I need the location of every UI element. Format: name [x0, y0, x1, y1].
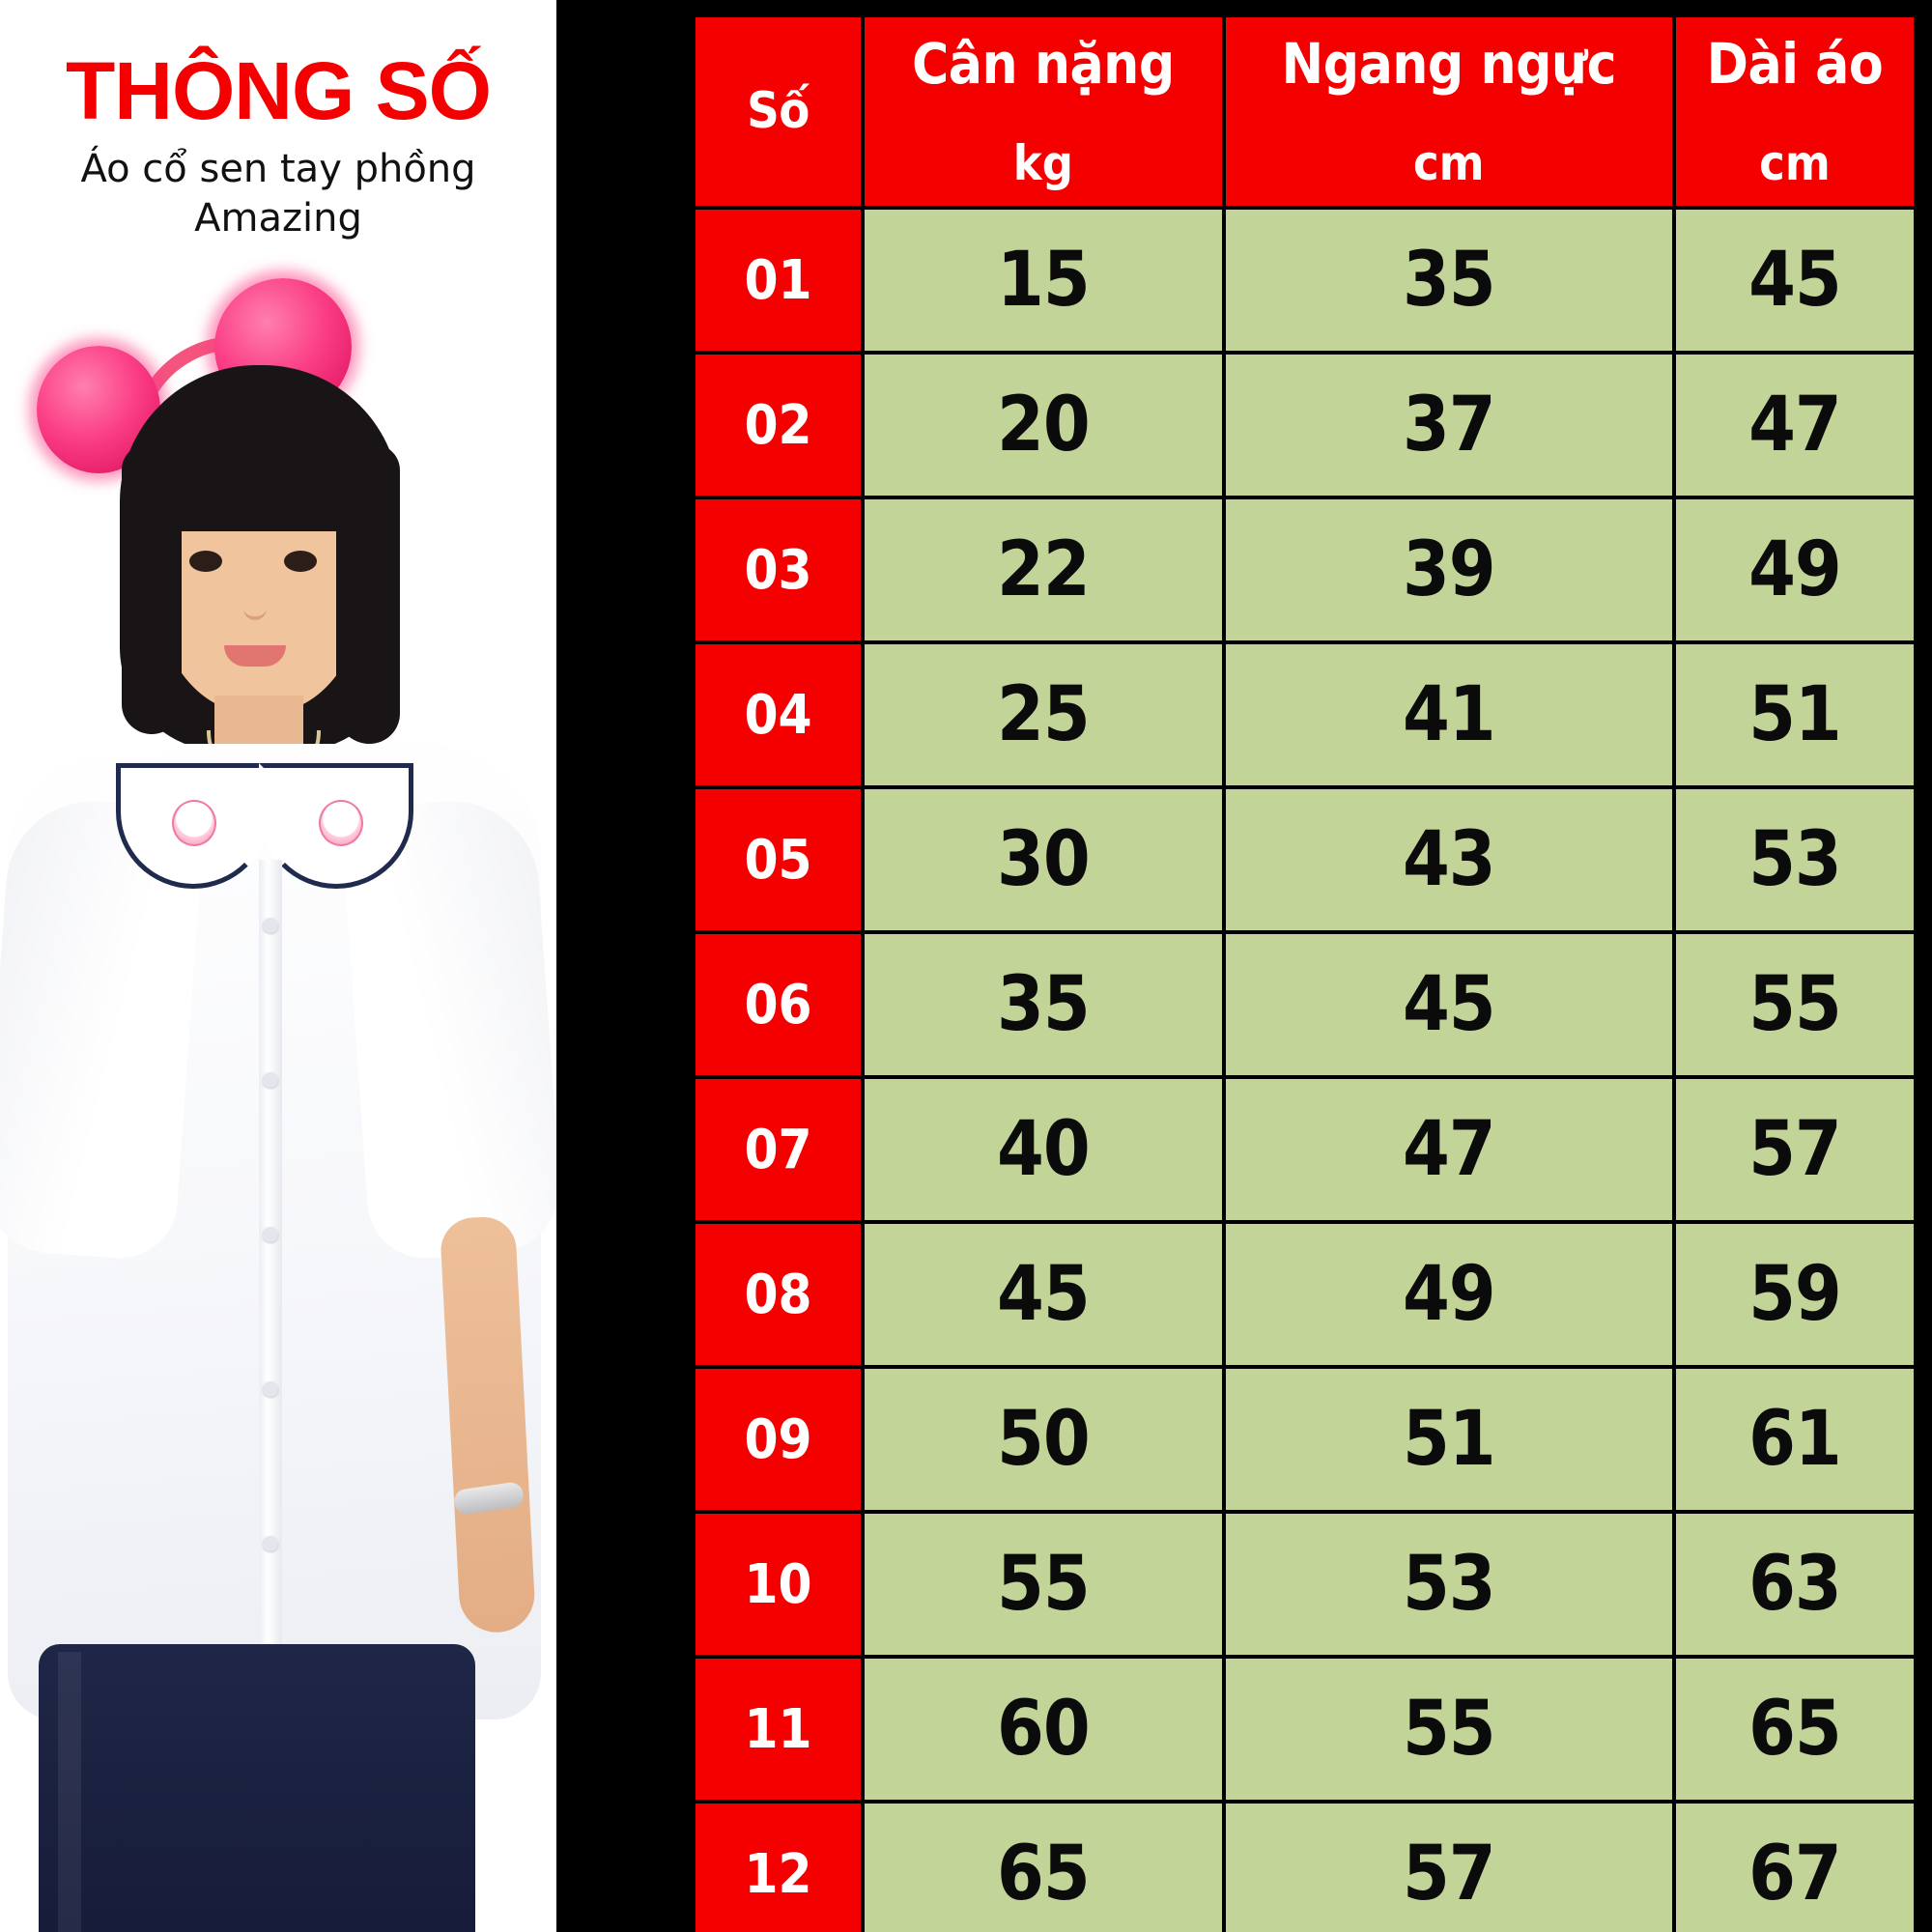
column-header-length-unit: cm	[1759, 134, 1831, 191]
title-block: THÔNG SỐ Áo cổ sen tay phồng Amazing	[0, 50, 556, 243]
row-number-cell: 12	[696, 1804, 861, 1932]
column-header-weight: Cân nặng kg	[865, 17, 1222, 206]
column-header-chest-unit: cm	[1413, 134, 1485, 191]
table-head: Số Cân nặng kg Ngang ngực cm Dài áo cm	[696, 17, 1914, 206]
row-number-cell: 04	[696, 644, 861, 785]
weight-cell: 15	[865, 210, 1222, 351]
size-table: Số Cân nặng kg Ngang ngực cm Dài áo cm 0	[692, 14, 1918, 1932]
length-cell: 65	[1675, 1659, 1914, 1800]
bunny-embroidery-right-icon	[319, 800, 363, 846]
weight-cell: 20	[865, 355, 1222, 496]
size-table-container: Số Cân nặng kg Ngang ngực cm Dài áo cm 0	[556, 0, 1932, 1932]
table-row: 06 35 45 55	[696, 934, 1914, 1075]
mouth	[224, 645, 286, 667]
row-number-cell: 01	[696, 210, 861, 351]
shirt-button	[263, 1536, 278, 1551]
chest-cell: 39	[1225, 499, 1672, 640]
shirt-button	[263, 1381, 278, 1397]
skirt	[39, 1644, 475, 1932]
column-header-weight-unit: kg	[1012, 134, 1073, 191]
length-cell: 67	[1675, 1804, 1914, 1932]
length-cell: 57	[1675, 1079, 1914, 1220]
column-header-weight-label: Cân nặng	[912, 31, 1175, 98]
chest-cell: 57	[1225, 1804, 1672, 1932]
row-number-cell: 02	[696, 355, 861, 496]
weight-cell: 45	[865, 1224, 1222, 1365]
page-title: THÔNG SỐ	[65, 45, 492, 136]
row-number-cell: 08	[696, 1224, 861, 1365]
length-cell: 47	[1675, 355, 1914, 496]
length-cell: 49	[1675, 499, 1914, 640]
product-subtitle: Áo cổ sen tay phồng Amazing	[0, 145, 556, 243]
table-row: 03 22 39 49	[696, 499, 1914, 640]
chest-cell: 37	[1225, 355, 1672, 496]
model-photo	[0, 242, 556, 1932]
row-number-cell: 06	[696, 934, 861, 1075]
button-placket	[259, 860, 282, 1710]
length-cell: 55	[1675, 934, 1914, 1075]
row-number-cell: 07	[696, 1079, 861, 1220]
hair-side-left	[122, 444, 182, 734]
chest-cell: 41	[1225, 644, 1672, 785]
chest-cell: 45	[1225, 934, 1672, 1075]
shirt-button	[263, 1072, 278, 1088]
length-cell: 51	[1675, 644, 1914, 785]
length-cell: 45	[1675, 210, 1914, 351]
table-row: 01 15 35 45	[696, 210, 1914, 351]
table-row: 04 25 41 51	[696, 644, 1914, 785]
weight-cell: 50	[865, 1369, 1222, 1510]
row-number-cell: 05	[696, 789, 861, 930]
column-header-no: Số	[696, 17, 861, 206]
column-header-chest-label: Ngang ngực	[1281, 31, 1617, 98]
table-header-row: Số Cân nặng kg Ngang ngực cm Dài áo cm	[696, 17, 1914, 206]
row-number-cell: 03	[696, 499, 861, 640]
chest-cell: 43	[1225, 789, 1672, 930]
chest-cell: 49	[1225, 1224, 1672, 1365]
weight-cell: 40	[865, 1079, 1222, 1220]
table-row: 05 30 43 53	[696, 789, 1914, 930]
length-cell: 63	[1675, 1514, 1914, 1655]
column-header-chest: Ngang ngực cm	[1225, 17, 1672, 206]
table-body: 01 15 35 45 02 20 37 47 03 22 39 49 04 25 41 51 05 30 43 53…	[696, 210, 1914, 1932]
row-number-cell: 09	[696, 1369, 861, 1510]
table-row: 08 45 49 59	[696, 1224, 1914, 1365]
chest-cell: 35	[1225, 210, 1672, 351]
table-row: 10 55 53 63	[696, 1514, 1914, 1655]
row-number-cell: 11	[696, 1659, 861, 1800]
subtitle-line-2: Amazing	[194, 196, 362, 242]
table-row: 09 50 51 61	[696, 1369, 1914, 1510]
shirt-button	[263, 918, 278, 933]
length-cell: 53	[1675, 789, 1914, 930]
hair-side-right	[336, 444, 400, 744]
weight-cell: 22	[865, 499, 1222, 640]
bunny-embroidery-left-icon	[172, 800, 216, 846]
weight-cell: 55	[865, 1514, 1222, 1655]
chest-cell: 53	[1225, 1514, 1672, 1655]
table-row: 11 60 55 65	[696, 1659, 1914, 1800]
weight-cell: 25	[865, 644, 1222, 785]
table-row: 02 20 37 47	[696, 355, 1914, 496]
shirt-button	[263, 1227, 278, 1242]
row-number-cell: 10	[696, 1514, 861, 1655]
skirt-highlight	[58, 1652, 81, 1932]
subtitle-line-1: Áo cổ sen tay phồng	[80, 147, 476, 191]
length-cell: 61	[1675, 1369, 1914, 1510]
column-header-length-label: Dài áo	[1706, 31, 1884, 98]
weight-cell: 60	[865, 1659, 1222, 1800]
table-row: 12 65 57 67	[696, 1804, 1914, 1932]
chest-cell: 47	[1225, 1079, 1672, 1220]
weight-cell: 30	[865, 789, 1222, 930]
chest-cell: 55	[1225, 1659, 1672, 1800]
left-panel: THÔNG SỐ Áo cổ sen tay phồng Amazing	[0, 0, 556, 1932]
eye-left	[189, 551, 222, 572]
eye-right	[284, 551, 317, 572]
chest-cell: 51	[1225, 1369, 1672, 1510]
column-header-length: Dài áo cm	[1675, 17, 1914, 206]
weight-cell: 65	[865, 1804, 1222, 1932]
length-cell: 59	[1675, 1224, 1914, 1365]
table-row: 07 40 47 57	[696, 1079, 1914, 1220]
weight-cell: 35	[865, 934, 1222, 1075]
nose	[243, 601, 267, 620]
